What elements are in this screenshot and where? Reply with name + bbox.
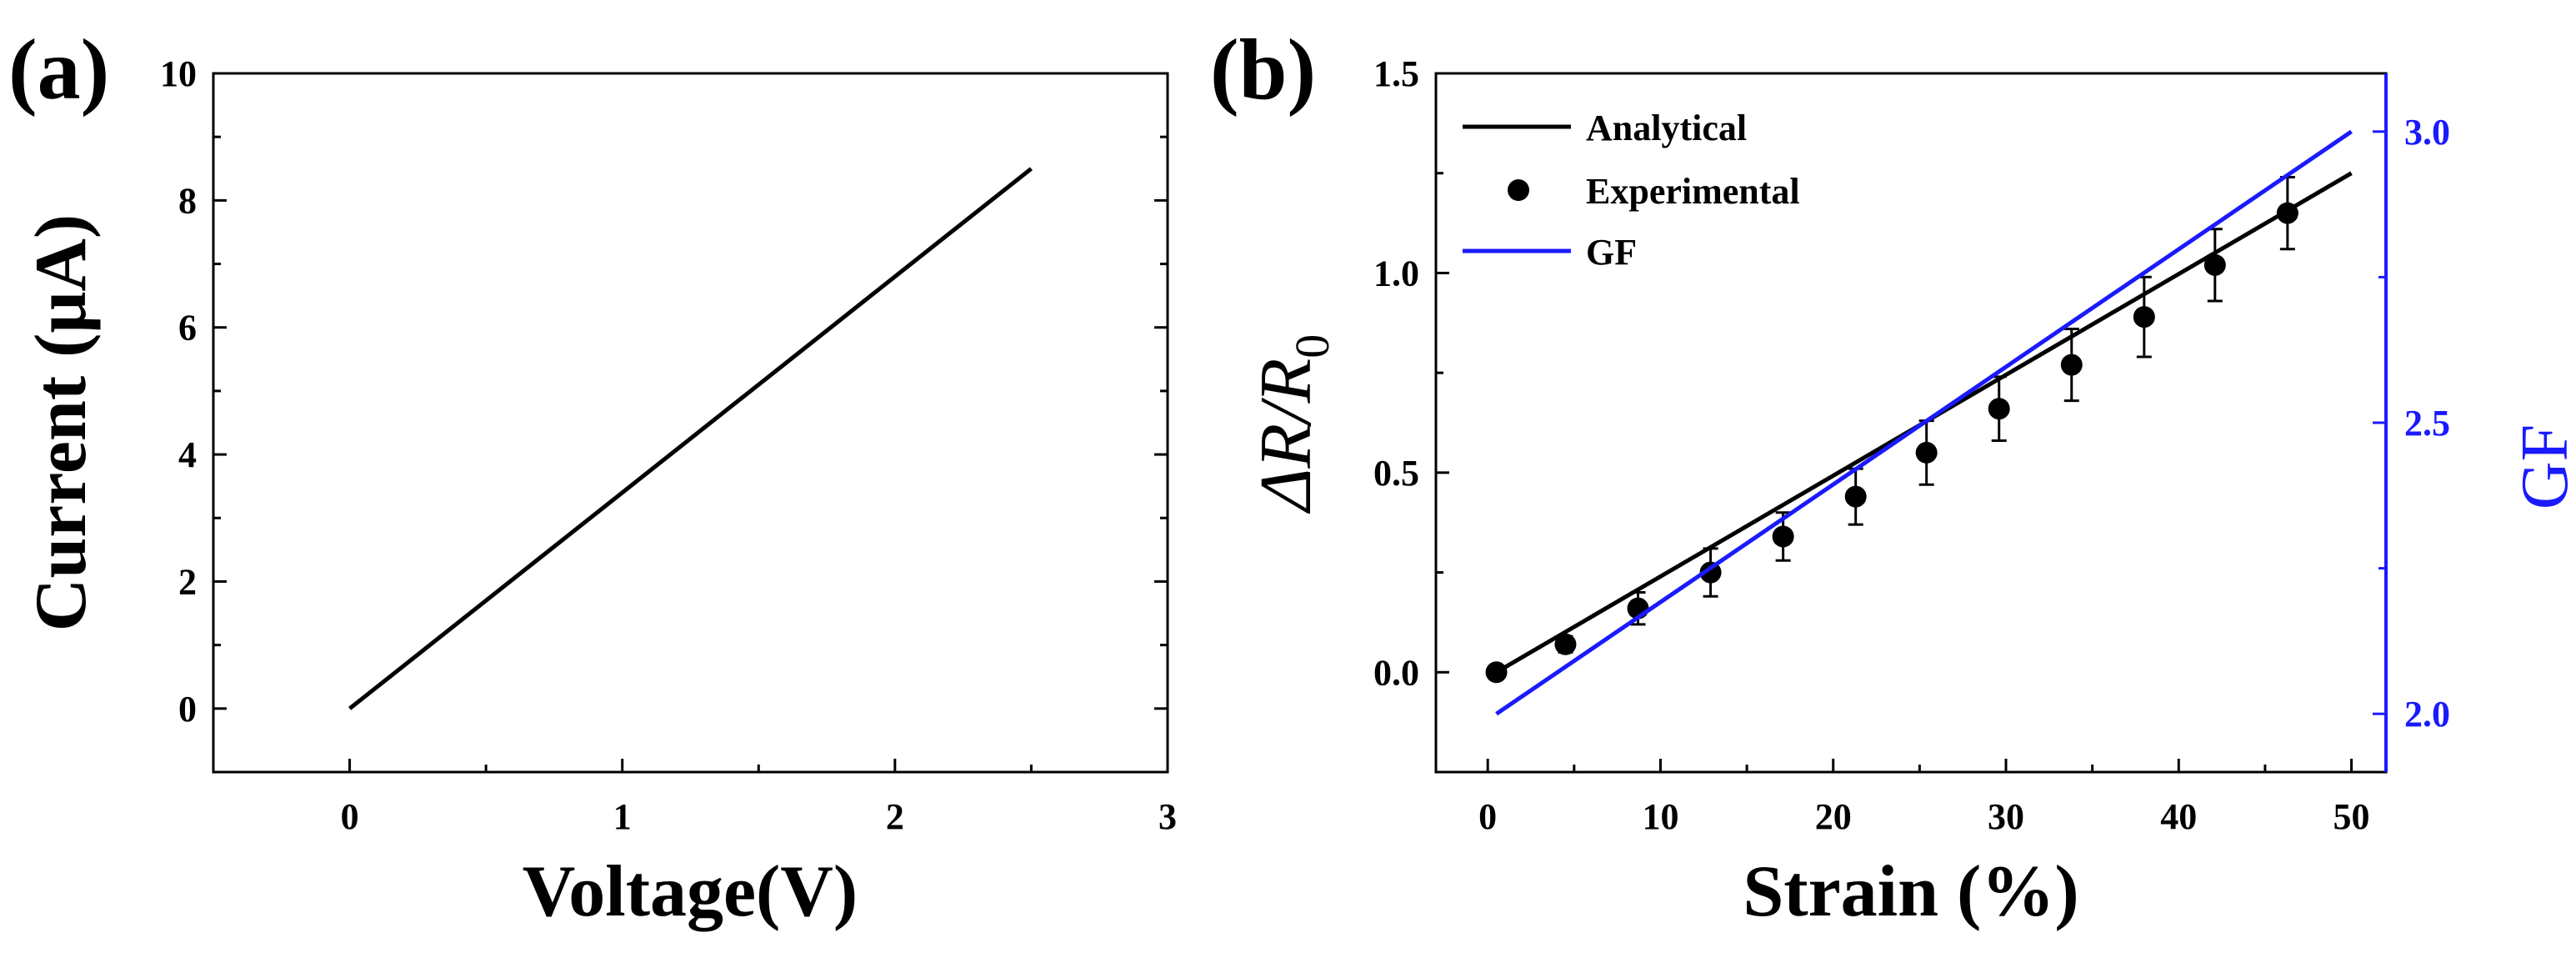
panel-a-x-tick-label: 2 (886, 796, 904, 837)
panel-b-x-tick-label: 0 (1478, 796, 1497, 837)
experimental-point (1554, 633, 1577, 655)
legend-gf-label: GF (1586, 232, 1637, 273)
panel-b-y2-tick-label: 2.5 (2404, 403, 2450, 444)
panel-b-y2-tick-label: 2.0 (2404, 694, 2450, 735)
legend-analytical-label: Analytical (1586, 108, 1747, 148)
legend-experimental-marker (1508, 179, 1529, 201)
y-label-subscript: 0 (1285, 334, 1339, 359)
panel-b-x-tick-label: 30 (1988, 796, 2024, 837)
panel-b-x-tick-label: 40 (2160, 796, 2197, 837)
panel-b-x-tick-label: 50 (2333, 796, 2370, 837)
experimental-point (1844, 485, 1867, 508)
experimental-point (1772, 525, 1794, 548)
panel-a-x-tick-label: 1 (613, 796, 632, 837)
legend-experimental-label: Experimental (1586, 171, 1800, 212)
panel-b: (b) 0 10 20 30 40 50 0.0 0.5 1.0 1.5 2.0 2.5 3.0 Ana… (1210, 22, 2576, 932)
experimental-point (1699, 561, 1722, 584)
experimental-point (1485, 661, 1508, 684)
gf-line (1495, 129, 2353, 716)
experimental-point (2276, 202, 2298, 224)
y-label-main: ΔR/R (1246, 359, 1327, 514)
panel-b-x-tick-label: 10 (1642, 796, 1678, 837)
panel-b-y2-axis-label: GF (2508, 424, 2576, 509)
panel-a-plot-frame (212, 72, 1169, 774)
panel-a-y-tick-label: 10 (160, 53, 197, 94)
experimental-point (2203, 253, 2226, 276)
panel-a-y-tick-label: 4 (178, 434, 197, 475)
panel-b-y-axis-label: ΔR/R0 (1246, 334, 1339, 514)
panel-b-y-tick-label: 0.0 (1373, 652, 1419, 693)
panel-a-series-line (348, 167, 1033, 710)
experimental-point (1988, 398, 2010, 420)
panel-a-x-tick-label: 0 (341, 796, 359, 837)
panel-a: (a) 0 1 2 3 0 2 4 6 8 10 Voltage(V) Current (μA) (8, 22, 1177, 932)
panel-a-label: (a) (8, 22, 109, 118)
panel-b-plot-frame (1434, 72, 2388, 774)
experimental-point (2060, 354, 2083, 376)
panel-b-x-tick-label: 20 (1815, 796, 1852, 837)
experimental-point (1915, 441, 1938, 464)
panel-a-y-tick-label: 0 (178, 689, 197, 730)
panel-b-label: (b) (1210, 22, 1316, 118)
panel-a-y-tick-label: 2 (178, 561, 197, 602)
legend: Analytical Experimental GF (1463, 108, 1800, 273)
panel-b-x-axis-label: Strain (%) (1743, 851, 2078, 932)
panel-a-y-tick-label: 8 (178, 180, 197, 221)
panel-a-y-tick-label: 6 (178, 308, 197, 349)
panel-a-x-axis-label: Voltage(V) (523, 851, 858, 932)
panel-b-y-tick-label: 1.5 (1373, 53, 1419, 94)
panel-b-y2-tick-label: 3.0 (2404, 112, 2450, 153)
experimental-point (2133, 306, 2155, 329)
panel-b-y-tick-label: 1.0 (1373, 253, 1419, 293)
panel-a-x-tick-label: 3 (1158, 796, 1177, 837)
panel-b-y-tick-label: 0.5 (1373, 453, 1419, 494)
panel-a-y-axis-label: Current (μA) (21, 214, 102, 631)
